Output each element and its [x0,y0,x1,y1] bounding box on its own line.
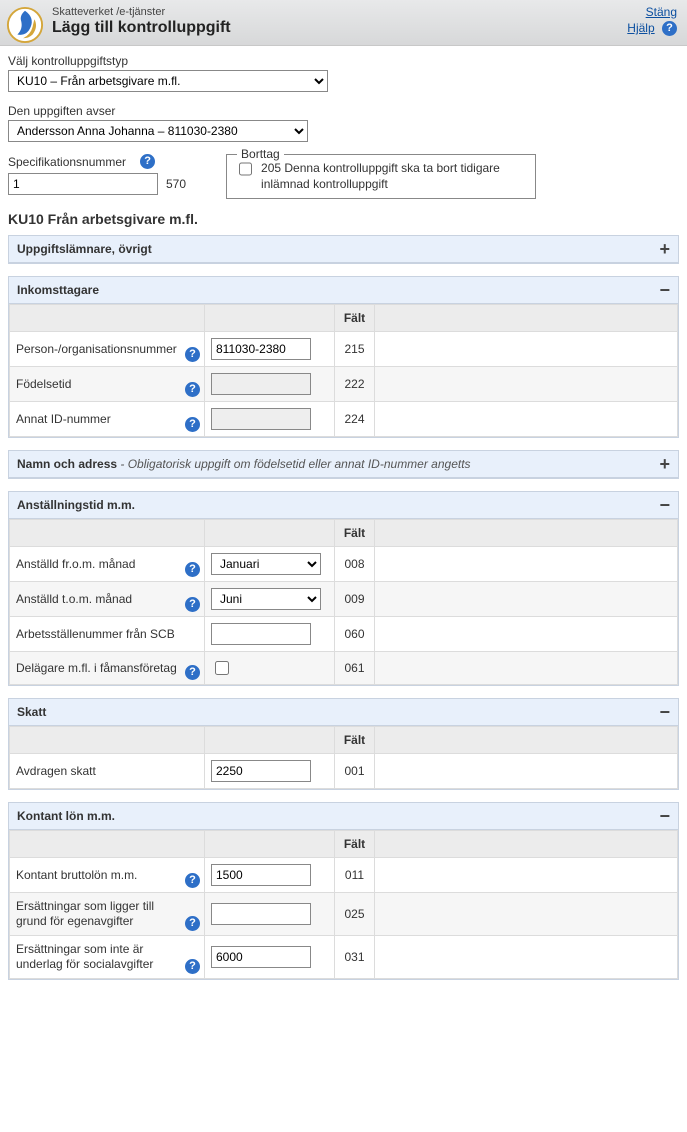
table-row: Annat ID-nummer? 224 [10,402,678,437]
panel-namn-adress: Namn och adress - Obligatorisk uppgift o… [8,450,679,479]
table-row: Delägare m.fl. i fåmansföretag? 061 [10,652,678,685]
app-header: Skatteverket /e-tjänster Lägg till kontr… [0,0,687,46]
table-row: Arbetsställenummer från SCB 060 [10,617,678,652]
table-row: Kontant bruttolön m.m.? 011 [10,858,678,893]
help-icon[interactable]: ? [185,347,200,362]
type-select[interactable]: KU10 – Från arbetsgivare m.fl. [8,70,328,92]
brutto-input[interactable] [211,864,311,886]
borttag-legend: Borttag [237,147,284,161]
panel-skatt: Skatt − Fält Avdragen skatt 001 [8,698,679,790]
table-row: Anställd fr.o.m. månad? Januari 008 [10,547,678,582]
expand-icon[interactable]: + [659,458,670,470]
falt-code: 222 [335,367,375,402]
table-row: Avdragen skatt 001 [10,754,678,789]
collapse-icon[interactable]: − [659,499,670,511]
collapse-icon[interactable]: − [659,706,670,718]
close-link[interactable]: Stäng [646,5,677,19]
falt-code: 001 [335,754,375,789]
falt-header: Fält [335,520,375,547]
falt-code: 224 [335,402,375,437]
egen-input[interactable] [211,903,311,925]
spec-label: Specifikationsnummer ? [8,154,186,169]
help-icon[interactable]: ? [662,21,677,36]
type-label: Välj kontrolluppgiftstyp [8,54,679,68]
fodelsetid-input [211,373,311,395]
borttag-checkbox[interactable] [239,162,252,176]
falt-code: 061 [335,652,375,685]
panel-header-kontant[interactable]: Kontant lön m.m. − [9,803,678,830]
falt-header: Fält [335,305,375,332]
scb-input[interactable] [211,623,311,645]
help-icon[interactable]: ? [185,873,200,888]
borttag-fieldset: Borttag 205 Denna kontrolluppgift ska ta… [226,154,536,199]
table-row: Ersättningar som ligger till grund för e… [10,893,678,936]
delagare-checkbox[interactable] [215,661,229,675]
panel-header-uppgiftslamnare[interactable]: Uppgiftslämnare, övrigt + [9,236,678,263]
spec-input[interactable] [8,173,158,195]
help-link[interactable]: Hjälp [627,21,654,35]
falt-header: Fält [335,831,375,858]
help-icon[interactable]: ? [185,665,200,680]
collapse-icon[interactable]: − [659,810,670,822]
avdragen-skatt-input[interactable] [211,760,311,782]
person-org-input[interactable] [211,338,311,360]
falt-code: 009 [335,582,375,617]
panel-kontant: Kontant lön m.m. − Fält Kontant bruttolö… [8,802,679,980]
falt-code: 011 [335,858,375,893]
table-row: Anställd t.o.m. månad? Juni 009 [10,582,678,617]
breadcrumb: Skatteverket /e-tjänster [52,4,677,18]
falt-code: 060 [335,617,375,652]
to-month-select[interactable]: Juni [211,588,321,610]
skatteverket-logo [6,6,44,44]
falt-code: 025 [335,893,375,936]
spec-code: 570 [166,177,186,191]
from-month-select[interactable]: Januari [211,553,321,575]
help-icon[interactable]: ? [185,916,200,931]
annat-id-input [211,408,311,430]
collapse-icon[interactable]: − [659,284,670,296]
help-icon[interactable]: ? [185,597,200,612]
page-title: Lägg till kontrolluppgift [52,19,677,37]
panel-header-namn-adress[interactable]: Namn och adress - Obligatorisk uppgift o… [9,451,678,478]
panel-header-inkomsttagare[interactable]: Inkomsttagare − [9,277,678,304]
panel-header-skatt[interactable]: Skatt − [9,699,678,726]
social-input[interactable] [211,946,311,968]
section-title: KU10 Från arbetsgivare m.fl. [8,211,679,227]
falt-code: 031 [335,936,375,979]
falt-header: Fält [335,727,375,754]
expand-icon[interactable]: + [659,243,670,255]
avser-label: Den uppgiften avser [8,104,679,118]
help-icon[interactable]: ? [185,562,200,577]
table-row: Person-/organisationsnummer? 215 [10,332,678,367]
help-icon[interactable]: ? [140,154,155,169]
falt-code: 008 [335,547,375,582]
help-icon[interactable]: ? [185,417,200,432]
panel-header-anstallning[interactable]: Anställningstid m.m. − [9,492,678,519]
panel-anstallning: Anställningstid m.m. − Fält Anställd fr.… [8,491,679,686]
panel-inkomsttagare: Inkomsttagare − Fält Person-/organisatio… [8,276,679,438]
falt-code: 215 [335,332,375,367]
table-row: Ersättningar som inte är underlag för so… [10,936,678,979]
borttag-text: 205 Denna kontrolluppgift ska ta bort ti… [261,161,527,192]
table-row: Födelsetid? 222 [10,367,678,402]
panel-uppgiftslamnare: Uppgiftslämnare, övrigt + [8,235,679,264]
help-icon[interactable]: ? [185,959,200,974]
avser-select[interactable]: Andersson Anna Johanna – 811030-2380 [8,120,308,142]
help-icon[interactable]: ? [185,382,200,397]
